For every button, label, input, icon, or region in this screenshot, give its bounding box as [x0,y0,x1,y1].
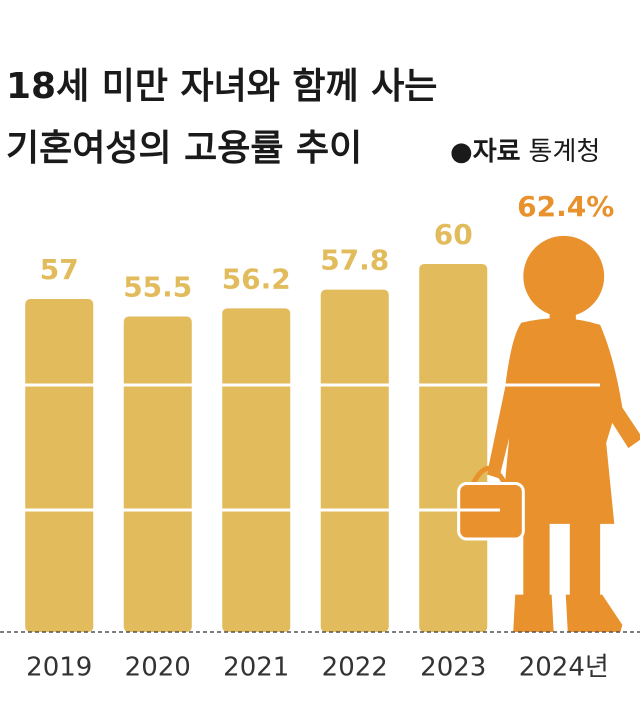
bar [419,263,488,632]
x-tick-label: 2020 [125,653,191,683]
value-label: 57.8 [320,244,389,277]
x-tick-label: 2024년 [519,653,609,683]
bar [123,316,192,632]
boot [513,594,554,632]
chart-title: 18세 미만 자녀와 함께 사는 [6,66,437,107]
woman-figure [457,235,640,632]
dress [486,318,640,524]
x-tick-label: 2019 [26,653,92,683]
plot: 2019 57 2020 55.5 2021 56.2 2022 57.8 2023 60 2024… [25,190,640,683]
value-label: 55.5 [123,271,192,304]
x-tick-label: 2022 [322,653,388,683]
value-label: 56.2 [222,262,291,295]
value-label: 62.4% [517,190,614,223]
value-label: 60 [434,218,473,251]
x-tick-label: 2023 [420,653,486,683]
bar [222,308,291,632]
bar [320,289,389,632]
boot [565,594,623,632]
leg [523,518,550,600]
source-label: 자료 [473,137,521,167]
head [523,235,605,317]
source: ●자료 통계청 [450,137,600,167]
bar [25,299,94,632]
source-dot: ● [450,137,473,167]
leg [569,518,601,600]
source-name: 통계청 [529,137,601,167]
x-tick-label: 2021 [223,653,289,683]
chart-title: 기혼여성의 고용률 추이 [6,128,362,169]
bag-handle [468,466,510,490]
value-label: 57 [40,253,79,286]
